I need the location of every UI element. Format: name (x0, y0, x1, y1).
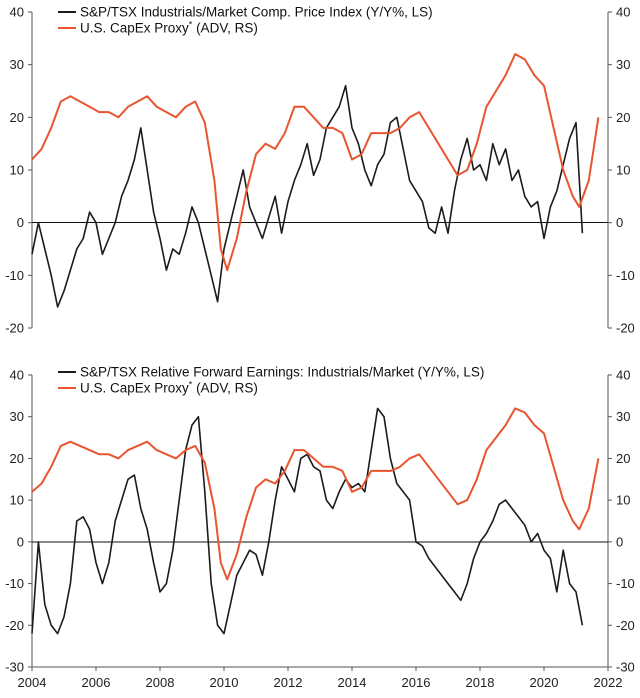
x-tick-label: 2012 (274, 675, 303, 690)
bottom-chart-panel: S&P/TSX Relative Forward Earnings: Indus… (5, 365, 635, 691)
top-right-ticks: -20 -10 0 10 20 30 40 (608, 5, 635, 336)
bottom-right-tick-label: 40 (616, 368, 630, 383)
top-left-ticks: -20 -10 0 10 20 30 40 (5, 5, 32, 336)
legend-label-capex-bottom: U.S. CapEx Proxy* (ADV, RS) (80, 380, 258, 396)
bottom-right-tick-label: -20 (616, 618, 635, 633)
bottom-right-tick-label: 0 (616, 534, 623, 549)
bottom-series-index-line (31, 407, 584, 635)
bottom-series-capex-line (31, 407, 600, 581)
top-right-tick-label: 40 (616, 5, 630, 20)
top-left-tick-label: -20 (5, 321, 24, 336)
x-tick-label: 2020 (530, 675, 559, 690)
bottom-left-tick-label: 20 (10, 451, 24, 466)
bottom-series-group (31, 407, 600, 635)
bottom-left-tick-label: -10 (5, 576, 24, 591)
top-left-tick-label: 40 (10, 5, 24, 20)
bottom-right-tick-label: -10 (616, 576, 635, 591)
bottom-left-tick-label: 0 (17, 534, 24, 549)
x-tick-label: 2016 (402, 675, 431, 690)
x-tick-label: 2004 (18, 675, 47, 690)
legend-label-fwd-earnings: S&P/TSX Relative Forward Earnings: Indus… (80, 365, 484, 380)
legend-label-capex-top: U.S. CapEx Proxy* (ADV, RS) (80, 20, 258, 36)
bottom-right-tick-label: 10 (616, 493, 630, 508)
top-right-tick-label: 30 (616, 57, 630, 72)
bottom-left-tick-label: 40 (10, 368, 24, 383)
top-left-tick-label: 10 (10, 163, 24, 178)
bottom-right-tick-label: -30 (616, 660, 635, 675)
bottom-right-tick-label: 20 (616, 451, 630, 466)
bottom-right-tick-label: 30 (616, 409, 630, 424)
x-tick-label: 2008 (146, 675, 175, 690)
top-right-tick-label: 10 (616, 163, 630, 178)
x-tick-label: 2018 (466, 675, 495, 690)
top-series-group (31, 53, 600, 308)
top-left-tick-label: 0 (17, 215, 24, 230)
x-tick-label: 2022 (594, 675, 623, 690)
top-series-index-line (31, 84, 584, 308)
legend-label-price-index: S&P/TSX Industrials/Market Comp. Price I… (80, 5, 433, 20)
top-left-tick-label: 30 (10, 57, 24, 72)
top-right-tick-label: -10 (616, 268, 635, 283)
top-series-capex-line (31, 53, 600, 272)
bottom-right-ticks: -30 -20 -10 0 10 20 30 40 (608, 368, 635, 675)
bottom-left-tick-label: -20 (5, 618, 24, 633)
top-right-tick-label: -20 (616, 321, 635, 336)
bottom-x-ticks: 2004 2006 2008 2010 2012 2014 2016 2018 2020 2022 (18, 667, 623, 690)
bottom-left-tick-label: -30 (5, 660, 24, 675)
x-tick-label: 2014 (338, 675, 367, 690)
top-right-tick-label: 0 (616, 215, 623, 230)
top-left-tick-label: -10 (5, 268, 24, 283)
bottom-left-tick-label: 30 (10, 409, 24, 424)
bottom-left-ticks: -30 -20 -10 0 10 20 30 40 (5, 368, 32, 675)
bottom-left-tick-label: 10 (10, 493, 24, 508)
x-tick-label: 2010 (210, 675, 239, 690)
x-tick-label: 2006 (82, 675, 111, 690)
top-left-tick-label: 20 (10, 110, 24, 125)
top-right-tick-label: 20 (616, 110, 630, 125)
top-chart-panel: S&P/TSX Industrials/Market Comp. Price I… (5, 5, 635, 336)
